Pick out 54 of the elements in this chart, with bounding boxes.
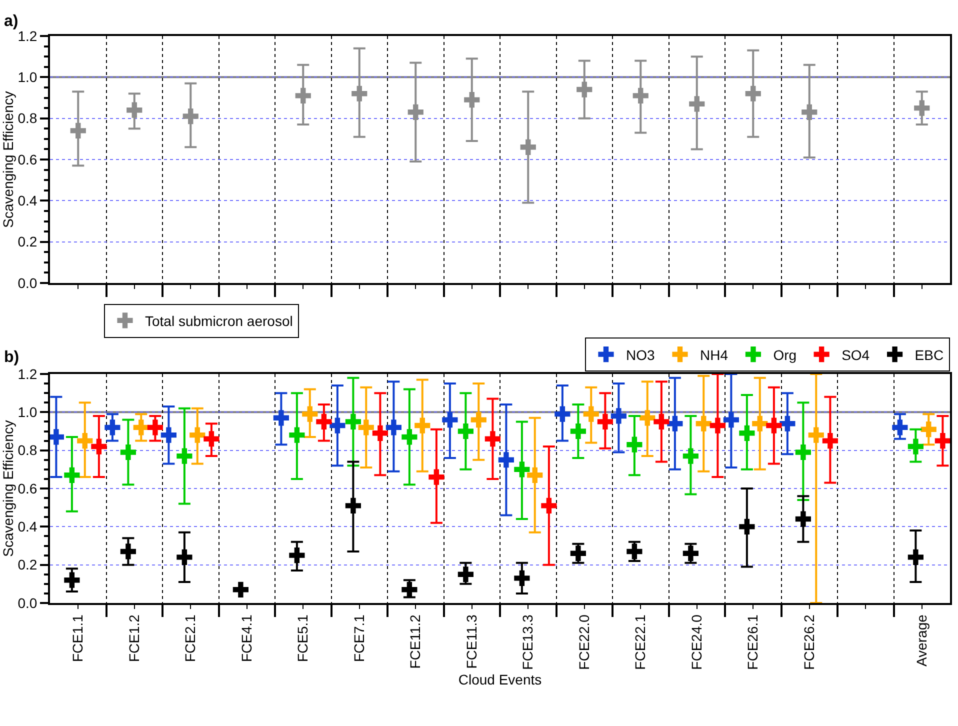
y-tick-label: 0.6 <box>18 151 38 168</box>
x-tick-label: Average <box>913 614 930 667</box>
legend-label: Total submicron aerosol <box>145 312 293 329</box>
text: b) <box>4 349 20 366</box>
x-tick-label: FCE26.2 <box>800 614 817 670</box>
y-tick-label: 1.2 <box>18 28 38 44</box>
y-axis-title: Scavenging Efficiency <box>0 420 16 557</box>
y-tick-label: 0.0 <box>18 594 38 611</box>
x-tick-label: FCE1.2 <box>126 614 142 662</box>
y-tick-label: 0.0 <box>18 274 38 291</box>
x-tick-label: FCE7.1 <box>350 614 367 662</box>
point <box>126 102 142 118</box>
point <box>632 88 648 104</box>
point <box>352 86 368 102</box>
legend-label: NH4 <box>700 346 728 363</box>
y-tick-label: 1.0 <box>18 69 38 86</box>
legend-label: EBC <box>914 346 944 363</box>
y-tick-label: 0.8 <box>18 442 38 458</box>
x-tick-label: FCE13.3 <box>520 614 536 670</box>
point <box>520 139 536 155</box>
point <box>408 104 424 120</box>
point <box>914 100 930 116</box>
y-tick-label: 0.4 <box>18 518 38 535</box>
x-tick-label: FCE24.0 <box>688 614 704 670</box>
point <box>802 104 818 120</box>
text: a) <box>4 13 18 30</box>
x-tick-label: FCE22.0 <box>576 614 592 670</box>
x-tick-label: FCE11.2 <box>407 614 424 669</box>
point <box>576 82 592 98</box>
x-tick-label: FCE26.1 <box>744 614 761 670</box>
y-tick-label: 0.2 <box>18 234 38 250</box>
x-tick-label: FCE22.1 <box>632 614 648 670</box>
y-axis-title: Scavenging Efficiency <box>0 91 16 228</box>
y-tick-label: 0.4 <box>18 192 38 209</box>
y-tick-label: 0.8 <box>18 110 38 126</box>
point <box>295 88 311 104</box>
point <box>745 86 761 102</box>
legend-label: NO3 <box>626 346 655 363</box>
legend-label: Org <box>773 346 797 363</box>
point <box>464 92 480 108</box>
point <box>70 122 86 138</box>
legend-label: SO4 <box>842 346 870 363</box>
point <box>182 108 198 124</box>
x-tick-label: FCE11.3 <box>463 614 480 669</box>
y-tick-label: 0.6 <box>18 480 38 496</box>
x-tick-label: FCE1.1 <box>70 614 86 662</box>
y-tick-label: 1.0 <box>18 404 38 420</box>
x-tick-label: FCE5.1 <box>294 614 311 662</box>
x-tick-label: FCE2.1 <box>182 614 198 662</box>
y-tick-label: 0.2 <box>18 556 38 573</box>
x-axis-title: Cloud Events <box>458 672 542 688</box>
x-tick-label: FCE4.1 <box>238 614 254 662</box>
point <box>689 96 705 112</box>
y-tick-label: 1.2 <box>18 366 38 382</box>
